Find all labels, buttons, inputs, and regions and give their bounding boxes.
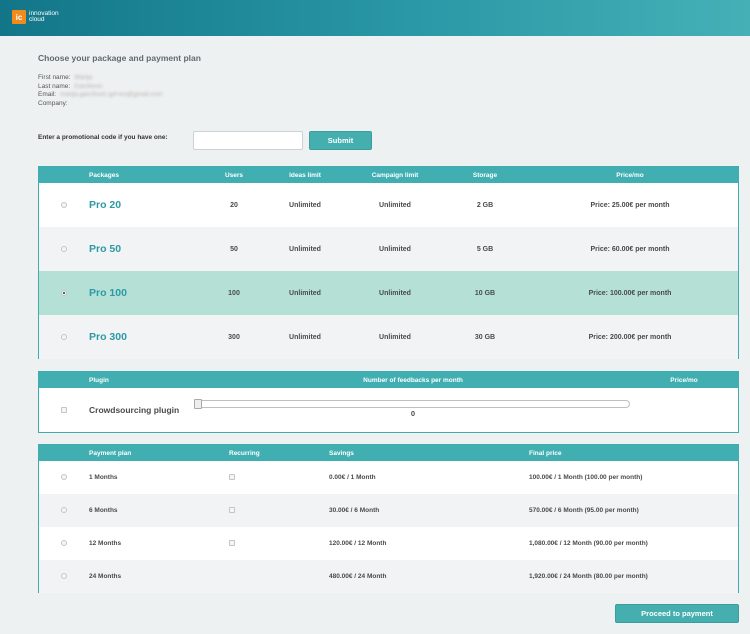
package-ideas-limit: Unlimited bbox=[289, 201, 321, 209]
payment-savings: 30.00€ / 6 Month bbox=[329, 507, 380, 514]
package-users: 100 bbox=[228, 289, 240, 297]
payment-plan-table: Payment plan Recurring Savings Final pri… bbox=[38, 444, 739, 593]
logo-line-2: cloud bbox=[29, 16, 45, 23]
package-radio[interactable] bbox=[61, 246, 67, 252]
package-ideas-limit: Unlimited bbox=[289, 245, 321, 253]
package-radio[interactable] bbox=[61, 202, 67, 208]
package-campaign-limit: Unlimited bbox=[379, 245, 411, 253]
package-campaign-limit: Unlimited bbox=[379, 289, 411, 297]
col-payment-plan: Payment plan bbox=[89, 449, 132, 457]
last-name-value: Gavrilovic bbox=[74, 82, 103, 90]
package-campaign-limit: Unlimited bbox=[379, 333, 411, 341]
payment-plan-radio[interactable] bbox=[61, 507, 67, 513]
company-label: Company: bbox=[38, 99, 68, 107]
payment-plan-name: 6 Months bbox=[89, 507, 118, 514]
payment-final-price: 570.00€ / 6 Month (95.00 per month) bbox=[529, 507, 639, 514]
package-name: Pro 20 bbox=[89, 199, 122, 211]
payment-final-price: 100.00€ / 1 Month (100.00 per month) bbox=[529, 474, 643, 481]
page-title: Choose your package and payment plan bbox=[38, 53, 201, 63]
submit-button[interactable]: Submit bbox=[309, 131, 372, 150]
col-plugin: Plugin bbox=[89, 376, 109, 384]
packages-table: Packages Users Ideas limit Campaign limi… bbox=[38, 166, 739, 359]
package-storage: 2 GB bbox=[476, 201, 494, 209]
packages-header: Packages Users Ideas limit Campaign limi… bbox=[39, 167, 738, 183]
payment-savings: 120.00€ / 12 Month bbox=[329, 540, 387, 547]
package-storage: 30 GB bbox=[474, 333, 496, 341]
plugin-name: Crowdsourcing plugin bbox=[89, 405, 180, 415]
email-value: marija.gavrilovic.gd+es@gmail.com bbox=[60, 91, 163, 99]
package-campaign-limit: Unlimited bbox=[379, 201, 411, 209]
col-packages: Packages bbox=[89, 171, 119, 179]
package-storage: 5 GB bbox=[476, 245, 494, 253]
payment-header: Payment plan Recurring Savings Final pri… bbox=[39, 445, 738, 461]
package-ideas-limit: Unlimited bbox=[289, 333, 321, 341]
plugin-row: Crowdsourcing plugin 0 bbox=[39, 388, 738, 432]
col-final-price: Final price bbox=[529, 449, 562, 457]
payment-plan-name: 1 Months bbox=[89, 474, 118, 481]
package-row[interactable]: Pro 100 100 Unlimited Unlimited 10 GB Price: … bbox=[39, 271, 738, 315]
col-savings: Savings bbox=[329, 449, 354, 457]
logo-line-1: innovation bbox=[29, 9, 59, 17]
payment-plan-name: 12 Months bbox=[89, 540, 122, 547]
top-bar: ic innovation cloud bbox=[0, 0, 750, 36]
col-feedbacks: Number of feedbacks per month bbox=[363, 376, 463, 384]
recurring-checkbox[interactable] bbox=[229, 507, 235, 513]
package-price: Price: 25.00€ per month bbox=[590, 201, 670, 209]
slider-handle[interactable] bbox=[194, 399, 202, 409]
package-row[interactable]: Pro 300 300 Unlimited Unlimited 30 GB Price: … bbox=[39, 315, 738, 359]
payment-plan-radio[interactable] bbox=[61, 573, 67, 579]
col-recurring: Recurring bbox=[229, 449, 260, 457]
feedbacks-slider[interactable] bbox=[194, 399, 630, 409]
email-label: Email: bbox=[38, 91, 57, 99]
package-row[interactable]: Pro 20 20 Unlimited Unlimited 2 GB Price: 25.… bbox=[39, 183, 738, 227]
package-users: 50 bbox=[230, 245, 238, 253]
payment-savings: 480.00€ / 24 Month bbox=[329, 573, 387, 580]
package-storage: 10 GB bbox=[474, 289, 496, 297]
last-name-label: Last name: bbox=[38, 82, 71, 90]
package-ideas-limit: Unlimited bbox=[289, 289, 321, 297]
package-users: 300 bbox=[228, 333, 240, 341]
recurring-checkbox[interactable] bbox=[229, 540, 235, 546]
logo-text: innovation cloud bbox=[29, 9, 59, 24]
col-plugin-price: Price/mo bbox=[670, 376, 698, 384]
user-info: First name: Marija Last name: Gavrilovic E… bbox=[38, 74, 163, 108]
payment-final-price: 1,080.00€ / 12 Month (90.00 per month) bbox=[529, 540, 648, 547]
plugin-table: Plugin Number of feedbacks per month Pri… bbox=[38, 371, 739, 433]
logo[interactable]: ic innovation cloud bbox=[12, 10, 59, 24]
col-storage: Storage bbox=[472, 171, 498, 179]
package-users: 20 bbox=[230, 201, 238, 209]
proceed-to-payment-button[interactable]: Proceed to payment bbox=[615, 604, 739, 623]
col-users: Users bbox=[224, 171, 244, 179]
package-name: Pro 300 bbox=[89, 331, 127, 343]
package-row[interactable]: Pro 50 50 Unlimited Unlimited 5 GB Price: 60.… bbox=[39, 227, 738, 271]
recurring-checkbox[interactable] bbox=[229, 474, 235, 480]
first-name-value: Marija bbox=[74, 74, 93, 81]
plugin-header: Plugin Number of feedbacks per month Pri… bbox=[39, 372, 738, 388]
package-price: Price: 100.00€ per month bbox=[588, 289, 672, 297]
first-name-label: First name: bbox=[38, 74, 71, 81]
package-name: Pro 50 bbox=[89, 243, 122, 255]
package-price: Price: 60.00€ per month bbox=[590, 245, 670, 253]
logo-mark: ic bbox=[12, 10, 26, 24]
col-price: Price/mo bbox=[616, 171, 644, 179]
payment-plan-name: 24 Months bbox=[89, 573, 122, 580]
col-ideas-limit: Ideas limit bbox=[289, 171, 321, 179]
col-campaign-limit: Campaign limit bbox=[371, 171, 419, 179]
package-name: Pro 100 bbox=[89, 287, 127, 299]
package-price: Price: 200.00€ per month bbox=[588, 333, 672, 341]
payment-plan-radio[interactable] bbox=[61, 474, 67, 480]
slider-value: 0 bbox=[410, 409, 416, 418]
payment-plan-row[interactable]: 24 Months 480.00€ / 24 Month 1,920.00€ / 2… bbox=[39, 560, 738, 593]
promo-code-label: Enter a promotional code if you have one… bbox=[38, 134, 168, 141]
package-radio[interactable] bbox=[61, 334, 67, 340]
package-radio[interactable] bbox=[61, 290, 67, 296]
payment-savings: 0.00€ / 1 Month bbox=[329, 474, 376, 481]
payment-plan-radio[interactable] bbox=[61, 540, 67, 546]
payment-plan-row[interactable]: 1 Months 0.00€ / 1 Month 100.00€ / 1 Month… bbox=[39, 461, 738, 494]
payment-plan-row[interactable]: 12 Months 120.00€ / 12 Month 1,080.00€ / 1… bbox=[39, 527, 738, 560]
plugin-checkbox[interactable] bbox=[61, 407, 67, 413]
payment-plan-row[interactable]: 6 Months 30.00€ / 6 Month 570.00€ / 6 Mont… bbox=[39, 494, 738, 527]
payment-final-price: 1,920.00€ / 24 Month (80.00 per month) bbox=[529, 573, 648, 580]
promo-code-input[interactable] bbox=[193, 131, 303, 150]
